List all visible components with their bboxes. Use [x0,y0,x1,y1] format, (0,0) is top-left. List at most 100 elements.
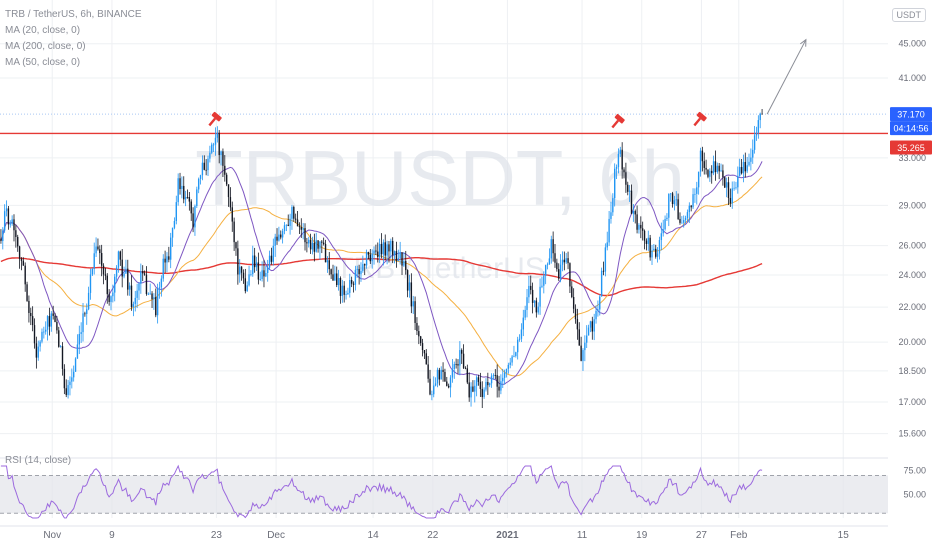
candle [125,259,127,275]
candle-body [117,251,120,268]
candle-body [71,377,73,382]
candle [339,276,342,304]
candle [617,148,620,174]
candle-body [309,239,312,250]
resistance-price-tag-bg [890,140,932,155]
candle [313,233,316,262]
candle [391,237,394,264]
legend-ma200[interactable]: MA (200, close, 0) [5,41,86,52]
legend-ma20[interactable]: MA (20, close, 0) [5,25,81,36]
candle [608,210,610,246]
candle-body [744,161,746,172]
time-axis[interactable]: Nov 9 23 Dec 14 22 2021 11 19 27 Feb 15 [0,525,888,541]
candle-body [265,272,267,277]
candle-body [518,338,521,340]
candle-body [65,388,67,395]
candle [390,238,392,259]
candle [365,249,368,269]
candle-body [121,259,123,277]
candle-body [162,258,164,279]
candle [520,323,523,343]
candle [690,204,692,212]
candle [11,215,13,226]
candle [530,275,532,295]
top-marker-icon [611,113,625,129]
candle-body [375,250,377,252]
candle [526,289,528,318]
candle-body [492,375,495,376]
candle-body [554,253,556,263]
candle-body [222,151,224,166]
candle [714,150,717,181]
price-tick-label: 18.500 [898,366,926,376]
candle-body [750,157,752,162]
candle-body [703,161,705,168]
candle [561,251,564,272]
candle [580,336,582,362]
candle-body [78,333,80,345]
candle [696,181,698,205]
candle-body [246,285,248,292]
candle [483,387,485,399]
candle-body [513,355,515,357]
candle [753,125,756,154]
candle [718,162,720,180]
currency-unit-badge[interactable]: USDT [891,8,926,22]
candle [701,146,704,172]
candle-body [114,276,116,293]
candle-body [138,283,140,291]
candle-body [623,169,625,173]
candle-body [746,165,748,172]
candle [490,373,493,388]
candle [283,222,286,235]
candle-body [86,309,88,314]
candle [97,238,99,251]
candle [196,186,198,208]
candle-body [563,259,566,263]
candle-body [97,246,99,250]
candle-body [365,252,368,266]
rsi-band [0,475,888,514]
candle-body [737,175,739,188]
candle-body [341,285,344,296]
candle [576,308,579,340]
candle [636,205,638,234]
legend-ma50[interactable]: MA (50, close, 0) [5,57,81,68]
candle [192,207,194,233]
candle [634,209,636,224]
candle-body [406,270,409,291]
candle [444,368,446,382]
candle [446,376,448,387]
candle [451,359,454,383]
candle-body [390,240,392,252]
candle [119,250,122,266]
candle [597,300,599,317]
candle-body [82,313,84,333]
candle-body [229,197,232,208]
candle [658,236,661,260]
candle-body [403,260,405,266]
candle-body [298,226,301,228]
candle [457,359,459,374]
candle [582,348,584,371]
candle [688,202,691,224]
candle-body [224,165,226,175]
candle [100,244,103,277]
candle [496,364,498,398]
rsi-legend[interactable]: RSI (14, close) [5,455,72,466]
legend-pair-title[interactable]: TRB / TetherUS, 6h, BINANCE [5,9,142,20]
candle-body [397,258,399,261]
candle-body [177,178,179,203]
candle-body [748,161,750,166]
candle-body [520,329,523,339]
candle [39,340,41,352]
candle [59,345,62,348]
candle-body [589,321,592,328]
candle [761,109,763,115]
price-axis[interactable]: 45.000 41.000 33.000 29.000 26.000 24.000 22.0… [888,0,932,550]
candle [692,188,694,210]
candle [699,147,702,177]
candle [716,162,719,174]
